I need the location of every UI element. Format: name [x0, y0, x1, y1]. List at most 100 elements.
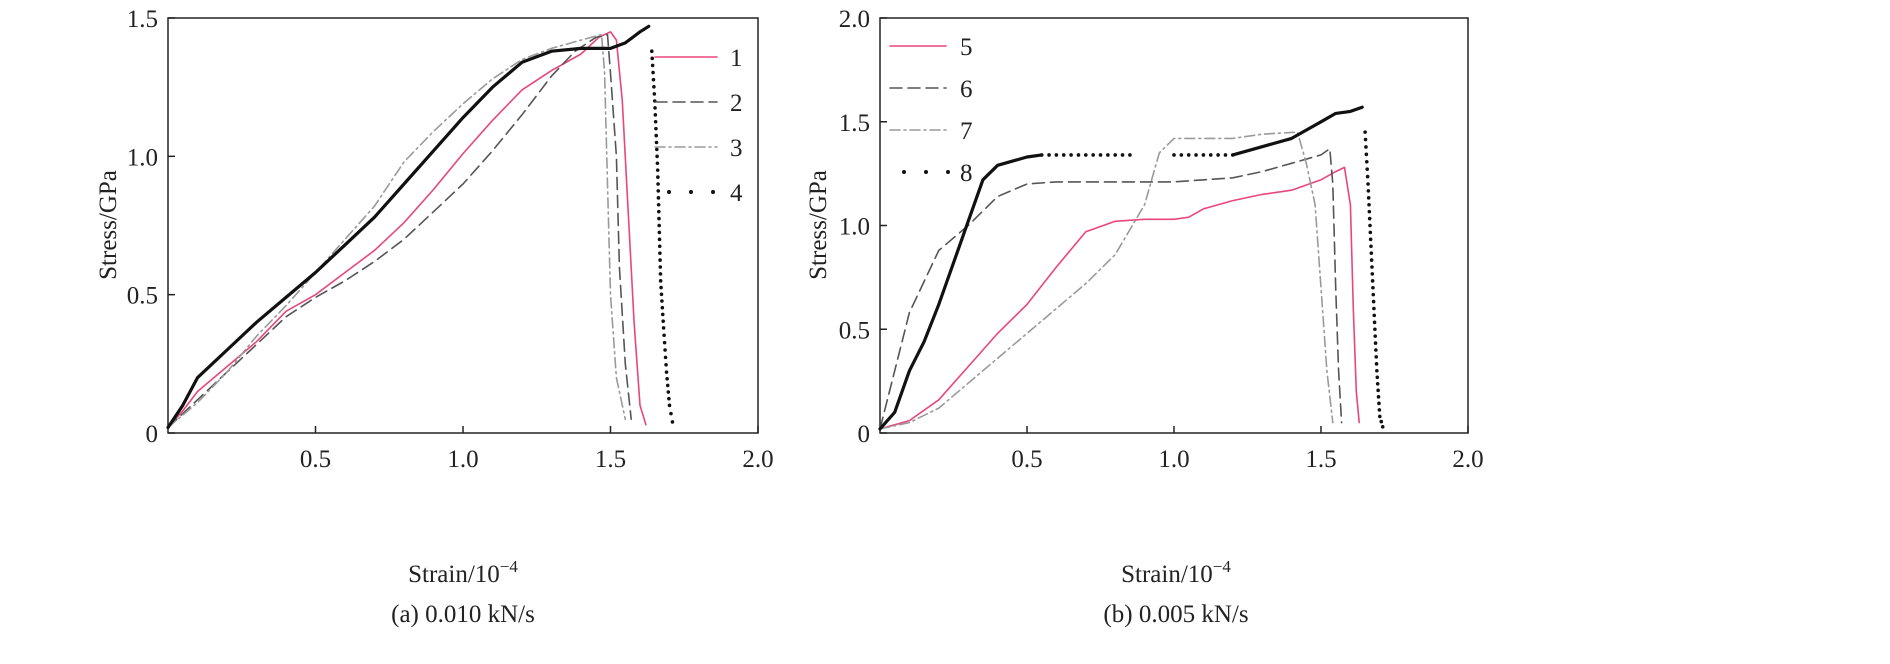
panel-a-xlabel-base: Strain/10 [408, 561, 500, 588]
panel-a-x-tick-label: 2.0 [742, 446, 773, 473]
panel-b-y-tick-label: 2.0 [839, 6, 870, 33]
panel-a-series-4-point [655, 168, 660, 172]
panel-b-series-8-point [1179, 153, 1184, 157]
panel-a-series-4-point [657, 209, 661, 214]
panel-b-series-8-point [1379, 419, 1384, 424]
panel-b-legend-swatch-8 [924, 170, 928, 174]
panel-a-series-4-point [660, 299, 664, 303]
panel-b-series-8-point [1366, 182, 1370, 186]
panel-a-series-4-point [663, 348, 667, 352]
panel-a-series-4-point [650, 49, 654, 53]
panel-b-series-8-point [1367, 202, 1371, 207]
panel-a-series-4-point [658, 265, 663, 269]
panel-a-xlabel-exp: −4 [500, 557, 519, 576]
panel-a-series-4-point [664, 362, 668, 367]
panel-b-series-8-point [1363, 130, 1367, 134]
panel-b-series-8-point [1365, 167, 1369, 171]
panel-a-x-tick-label: 1.5 [595, 446, 626, 473]
panel-b-series-8-point [1368, 230, 1373, 235]
panel-a-series-4-line [166, 24, 651, 430]
panel-a-series-4-point [654, 126, 658, 131]
panel-a-series-4-point [658, 279, 663, 283]
panel-b-series-8-point [1364, 145, 1368, 149]
panel-a-series-2-line [167, 33, 632, 429]
panel-a-legend-label-3: 3 [730, 135, 743, 162]
panel-a-xlabel: Strain/10−4 [408, 557, 518, 588]
panel-a-series-4-point [658, 272, 663, 276]
panel-a-series-4-point [659, 285, 663, 290]
panel-b-series-8-point [1374, 355, 1379, 359]
panel-b-ylabel: Stress/GPa [805, 170, 832, 280]
panel-b-x-tick-label: 1.0 [1158, 446, 1189, 473]
panel-b-series-8-point [1371, 292, 1376, 297]
panel-a-series-4-point [669, 411, 673, 416]
panel-b-series-8-point [1372, 306, 1376, 311]
panel-a-series-4-point [654, 133, 659, 138]
panel-b-series-8-point [1098, 153, 1103, 157]
panel-a-series-4-point [662, 340, 667, 345]
panel-b-series-8-point [1172, 153, 1176, 157]
panel-a-series-4-point [660, 305, 665, 310]
panel-b-series-8-point [1091, 153, 1095, 157]
panel-a-caption: (a) 0.010 kN/s [391, 601, 535, 628]
panel-b-series-8-point [1054, 153, 1059, 157]
panel-b-series-8-point [1378, 414, 1382, 419]
panel-a-y-tick-label: 1.0 [127, 144, 158, 171]
panel-a-y-tick-label: 1.5 [127, 6, 158, 33]
panel-a-series-4-point [657, 237, 662, 242]
panel-b-y-tick-label: 1.5 [839, 110, 870, 137]
panel-b-xlabel-base: Strain/10 [1121, 561, 1213, 588]
panel-a-series-4-point [655, 154, 659, 159]
panel-a-series-4-point [665, 376, 669, 381]
panel-b-y-tick-label: 0.5 [839, 317, 870, 344]
panel-b-series-8-point [1076, 153, 1081, 157]
panel-b-series-8-point [1370, 272, 1375, 276]
panel-b-xlabel-exp: −4 [1213, 557, 1232, 576]
panel-a-series-4-point [651, 77, 656, 82]
panel-b-series-8-point [1380, 424, 1385, 429]
panel-b-series-8-point [1369, 251, 1374, 255]
panel-a-series-4-point [662, 333, 666, 338]
panel-a-legend-swatch-4 [689, 190, 693, 194]
panel-a-series-4-point [657, 216, 661, 221]
panel-b-x-tick-label: 2.0 [1452, 446, 1483, 473]
panel-a-series-4-point [658, 251, 662, 255]
panel-b-series-8-line [878, 153, 1044, 431]
panel-a-legend-swatch-4 [667, 190, 671, 194]
panel-b-series-8-point [1365, 174, 1370, 179]
panel-b-y-tick-label: 0 [858, 421, 871, 448]
panel-a-plot-frame [167, 17, 759, 434]
panel-a-series-4-point [667, 403, 672, 408]
panel-a-series-4-point [667, 396, 671, 401]
panel-b-series-8-point [1216, 153, 1220, 157]
panel-b-series-8-line [1231, 105, 1364, 157]
panel-b-legend-swatch-8 [902, 170, 906, 174]
panel-a-series-4-point [656, 175, 660, 179]
panel-b-series-8-point [1367, 209, 1372, 214]
panel-b-series-8-point [1084, 153, 1088, 157]
panel-b-series-8-point [1376, 395, 1381, 399]
panel-b-series-8-point [1366, 196, 1371, 200]
panel-a-series-4-point [653, 106, 657, 110]
panel-b-series-8-point [1120, 153, 1125, 157]
panel-b: (b) 0.005 kN/s Strain/10−4 Stress/GPa 0.… [805, 6, 1484, 628]
panel-a-series-4-point [651, 70, 655, 75]
panel-a-series-4-point [661, 326, 666, 330]
panel-b-series-8-point [1201, 153, 1206, 157]
panel-b-series-8-point [1363, 137, 1368, 142]
panel-b-series-8-point [1370, 279, 1375, 283]
panel-a-legend-label-2: 2 [730, 90, 743, 117]
panel-a-series-4-point [663, 355, 668, 360]
panel-b-series-8-point [1369, 258, 1374, 262]
panel-b-legend-label-8: 8 [960, 160, 973, 187]
panel-b-legend-label-7: 7 [960, 118, 973, 145]
panel-b-series-8-point [1113, 153, 1117, 157]
panel-b-series-8-point [1375, 375, 1380, 380]
panel-b-series-8-point [1364, 159, 1369, 164]
panel-a-ylabel: Stress/GPa [95, 170, 122, 280]
panel-a-x-tick-label: 0.5 [300, 446, 331, 473]
panel-b-legend-label-6: 6 [960, 76, 973, 103]
panel-b-series-8-point [1374, 348, 1378, 352]
panel-a-series-4-point [656, 202, 661, 207]
